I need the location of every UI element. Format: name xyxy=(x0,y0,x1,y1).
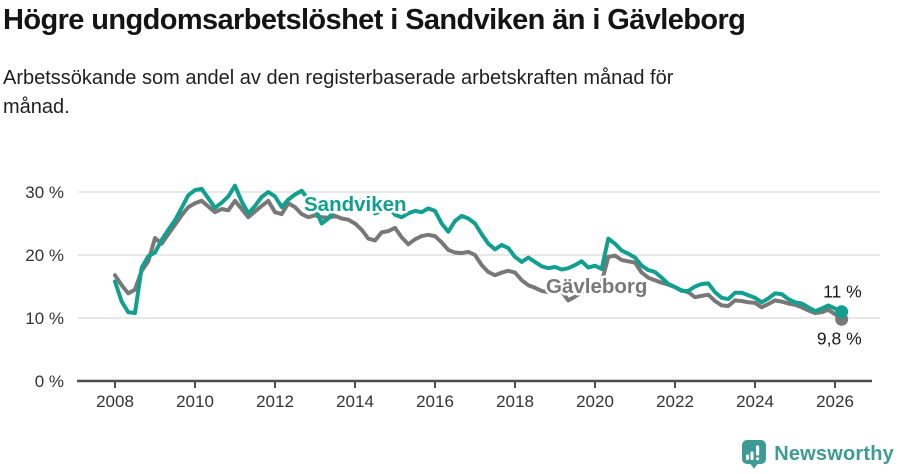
series-label-sandviken: Sandviken xyxy=(304,193,407,216)
brand-name: Newsworthy xyxy=(774,442,894,465)
chart-subtitle: Arbetssökande som andel av den registerb… xyxy=(3,64,673,122)
y-axis-label-0: 0 % xyxy=(35,372,64,391)
series-line-gävleborg xyxy=(113,198,844,322)
end-value-label-gävleborg: 9,8 % xyxy=(817,328,862,348)
x-axis-label-2016: 2016 xyxy=(416,392,454,411)
chart-subtitle-line1: Arbetssökande som andel av den registerb… xyxy=(3,67,674,89)
x-axis-label-2024: 2024 xyxy=(736,392,774,411)
chart-subtitle-line2: månad. xyxy=(3,96,70,118)
x-axis-label-2022: 2022 xyxy=(656,392,694,411)
series-line-sandviken xyxy=(113,183,844,315)
y-axis-label-30: 30 % xyxy=(25,183,64,202)
end-value-label-sandviken: 11 % xyxy=(823,282,862,302)
y-axis-label-10: 10 % xyxy=(25,309,64,328)
x-axis-label-2018: 2018 xyxy=(496,392,534,411)
brand-footer: Newsworthy xyxy=(741,439,894,469)
newsworthy-logo-icon xyxy=(742,440,767,469)
x-axis-label-2008: 2008 xyxy=(96,392,134,411)
end-dot-sandviken xyxy=(835,305,849,319)
x-axis-label-2026: 2026 xyxy=(816,392,854,411)
x-axis-label-2020: 2020 xyxy=(576,392,614,411)
page-title: Högre ungdomsarbetslöshet i Sandviken än… xyxy=(3,4,746,36)
x-axis-label-2014: 2014 xyxy=(336,392,374,411)
x-axis-label-2010: 2010 xyxy=(176,392,214,411)
series-label-gävleborg: Gävleborg xyxy=(546,275,647,298)
y-axis-label-20: 20 % xyxy=(25,246,64,265)
x-axis-label-2012: 2012 xyxy=(256,392,294,411)
